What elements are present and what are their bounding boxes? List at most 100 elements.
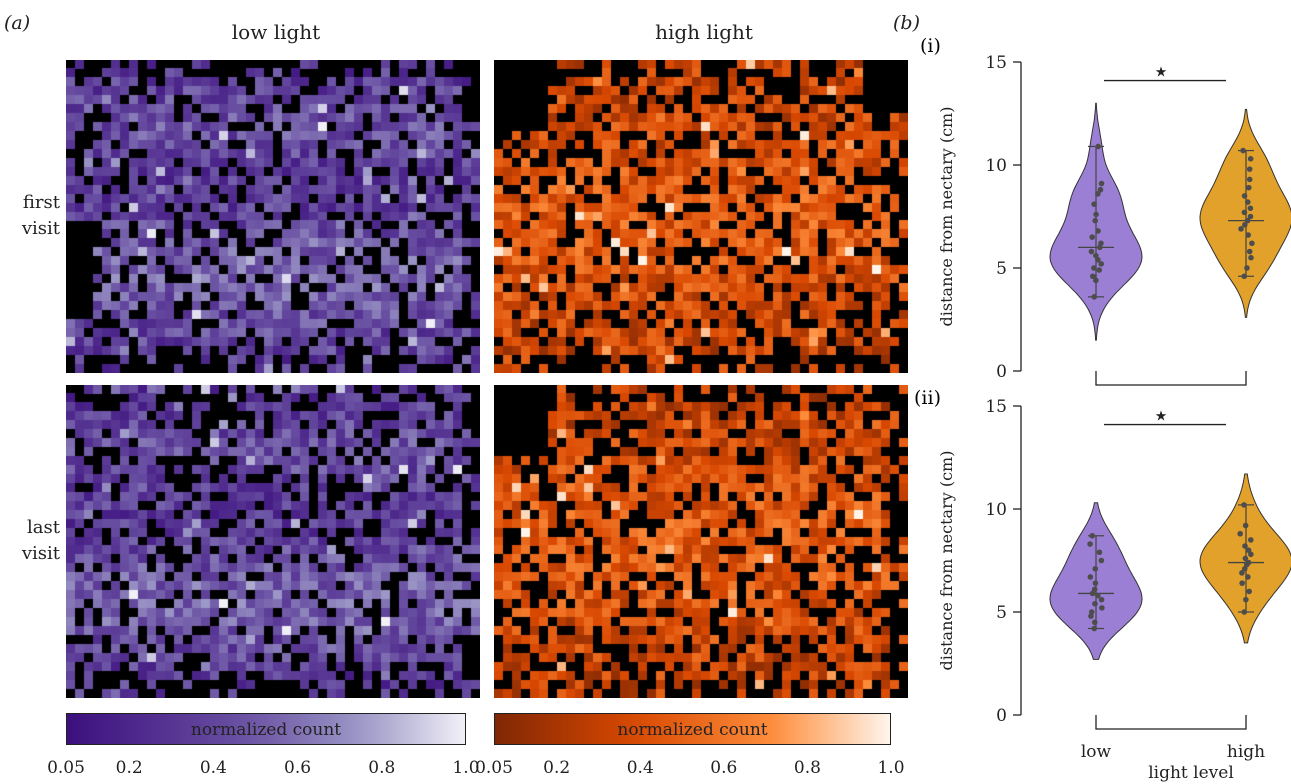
colorbar-tick-label: 0.8 — [793, 758, 821, 778]
data-point — [1245, 184, 1252, 191]
significance-star: ★ — [1155, 65, 1168, 81]
colorbar-tick-label: 0.4 — [199, 758, 227, 778]
subpanel-i-label: (i) — [920, 35, 941, 57]
data-point — [1239, 580, 1245, 586]
x-axis-bracket — [1095, 715, 1247, 730]
heatmap-low-light-last-visit — [66, 385, 480, 698]
data-point — [1089, 273, 1096, 280]
data-point — [1091, 294, 1098, 300]
data-point — [1089, 234, 1095, 240]
heatmap-high-light-last-visit — [494, 385, 908, 698]
y-tick-label: 0 — [996, 706, 1007, 726]
column-title-high-light: high light — [655, 20, 753, 44]
colorbar-low-light: normalized count — [66, 713, 466, 745]
data-point — [1247, 205, 1254, 212]
y-axis-label: distance from nectary (cm) — [937, 107, 956, 327]
data-point — [1095, 228, 1101, 234]
data-point — [1248, 254, 1254, 261]
violin-panel-ii: 0 5 10 15 distance from nectary (cm) ★ low high… — [937, 397, 1291, 783]
violin-plots: (i) (ii) 0 5 10 15 distance from nectary (cm… — [914, 35, 1291, 783]
colorbar-tick-label: 0.4 — [626, 758, 654, 778]
data-point — [1092, 580, 1099, 586]
data-point — [1097, 186, 1104, 193]
row-title-second-line: visit — [21, 543, 60, 564]
colorbar-tick-label: 0.05 — [475, 758, 513, 778]
panel-b-label: (b) — [893, 12, 920, 34]
data-point — [1246, 588, 1252, 595]
panel-a-label: (a) — [4, 12, 31, 34]
data-point — [1095, 191, 1101, 197]
y-tick-label: 5 — [996, 603, 1007, 623]
data-point — [1089, 590, 1096, 597]
data-point — [1242, 555, 1249, 562]
data-point — [1244, 217, 1251, 224]
column-title-low-light: low light — [231, 20, 321, 44]
data-point — [1246, 166, 1253, 172]
colorbar-tick-label: 0.6 — [284, 758, 312, 778]
data-point — [1098, 240, 1104, 247]
data-point — [1098, 261, 1105, 267]
data-point — [1241, 273, 1248, 280]
data-point — [1089, 532, 1096, 539]
row-title-last-visit: last visit — [0, 515, 60, 567]
row-title-first-visit: first visit — [0, 190, 60, 242]
data-point — [1248, 551, 1254, 558]
data-point — [1245, 232, 1251, 238]
colorbar-tick-label: 1.0 — [877, 758, 905, 778]
data-point — [1093, 211, 1099, 218]
data-point — [1245, 547, 1252, 553]
data-point — [1241, 209, 1248, 216]
data-point — [1092, 600, 1098, 607]
data-point — [1242, 522, 1249, 529]
violin-panel-i: 0 5 10 15 distance from nectary (cm) ★ — [937, 53, 1291, 386]
data-point — [1093, 252, 1099, 259]
colorbar-label: normalized count — [190, 720, 342, 740]
data-point — [1240, 147, 1246, 154]
data-point — [1246, 248, 1253, 255]
data-point — [1098, 180, 1105, 187]
data-point — [1247, 213, 1254, 220]
row-title-first-line: last — [27, 517, 60, 538]
x-tick-label: low — [1081, 742, 1112, 762]
colorbar-tick-label: 0.6 — [710, 758, 738, 778]
x-axis-label: light level — [1148, 763, 1234, 783]
data-point — [1091, 625, 1098, 632]
y-tick-label: 10 — [985, 500, 1007, 520]
subpanel-ii-label: (ii) — [914, 387, 941, 409]
colorbar-tick-label: 0.8 — [368, 758, 396, 778]
colorbar-label: normalized count — [617, 720, 768, 740]
colorbar-high-light: normalized count — [494, 713, 891, 745]
data-point — [1088, 248, 1095, 255]
data-point — [1246, 176, 1253, 183]
data-point — [1247, 156, 1254, 162]
significance-star: ★ — [1155, 409, 1168, 425]
data-point — [1098, 557, 1105, 564]
data-point — [1087, 541, 1093, 547]
data-point — [1096, 267, 1103, 273]
data-point — [1091, 619, 1098, 626]
colorbar-tick-label: 0.2 — [543, 758, 571, 778]
y-tick-label: 15 — [985, 53, 1007, 73]
colorbar-tick-label: 0.2 — [115, 758, 143, 778]
data-point — [1242, 543, 1248, 549]
data-point — [1096, 549, 1103, 556]
y-tick-label: 0 — [996, 362, 1007, 382]
data-point — [1093, 277, 1099, 284]
data-point — [1244, 199, 1251, 205]
data-point — [1238, 226, 1244, 232]
data-point — [1092, 565, 1099, 572]
row-title-second-line: visit — [21, 218, 60, 239]
y-tick-label: 15 — [985, 397, 1007, 417]
data-point — [1092, 217, 1098, 224]
heatmap-low-light-first-visit — [66, 60, 480, 373]
y-axis-label: distance from nectary (cm) — [937, 451, 956, 671]
data-point — [1245, 574, 1251, 580]
data-point — [1241, 193, 1248, 199]
data-point — [1091, 586, 1098, 593]
data-point — [1091, 265, 1097, 271]
heatmap-high-light-first-visit — [494, 60, 908, 373]
data-point — [1239, 570, 1245, 576]
data-point — [1249, 240, 1255, 247]
y-tick-label: 5 — [996, 259, 1007, 279]
x-axis-bracket — [1095, 371, 1247, 386]
